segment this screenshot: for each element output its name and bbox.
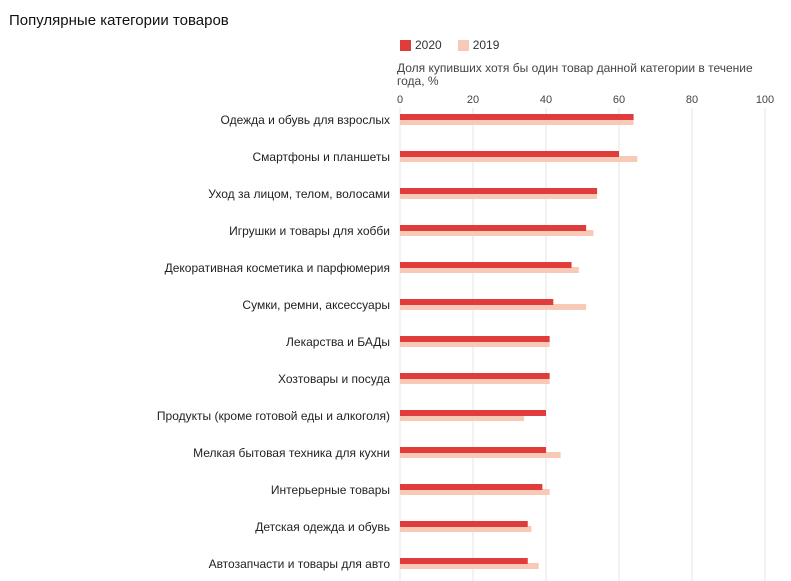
bar-2019: [400, 267, 579, 273]
category-label: Игрушки и товары для хобби: [229, 224, 390, 238]
bar-2019: [400, 563, 539, 569]
legend-item-2020: 2020: [400, 38, 442, 52]
category-label: Сумки, ремни, аксессуары: [242, 298, 390, 312]
category-label: Мелкая бытовая техника для кухни: [193, 446, 390, 460]
x-tick-label-100: 100: [756, 94, 774, 106]
bar-2019: [400, 193, 598, 199]
x-tick-label-80: 80: [686, 94, 698, 106]
bar-2020: [400, 225, 587, 231]
x-tick-label-20: 20: [467, 94, 479, 106]
category-label: Хозтовары и посуда: [278, 372, 390, 386]
axis-label: Доля купивших хотя бы один товар данной …: [397, 61, 753, 88]
bar-2019: [400, 415, 525, 421]
category-label: Интерьерные товары: [271, 483, 390, 497]
category-label: Смартфоны и планшеты: [253, 150, 391, 164]
category-label: Уход за лицом, телом, волосами: [208, 187, 390, 201]
bar-2019: [400, 526, 532, 532]
bar-2020: [400, 114, 634, 120]
bar-2019: [400, 489, 550, 495]
x-tick-label-60: 60: [613, 94, 625, 106]
bar-2020: [400, 151, 619, 157]
bar-2019: [400, 341, 550, 347]
x-tick-label-0: 0: [397, 94, 403, 106]
bar-2019: [400, 156, 638, 162]
bar-2020: [400, 558, 528, 564]
legend-item-2019: 2019: [457, 38, 500, 52]
legend-swatch-2019: [457, 39, 469, 51]
legend-label-2020: 2020: [415, 38, 442, 52]
category-label: Декоративная косметика и парфюмерия: [165, 261, 390, 275]
bar-2019: [400, 378, 550, 384]
bar-2019: [400, 452, 561, 458]
bar-2020: [400, 521, 528, 527]
legend-swatch-2020: [400, 39, 411, 51]
bar-2019: [400, 230, 594, 236]
bar-2020: [400, 484, 543, 490]
bar-2020: [400, 336, 550, 342]
legend: 2020 2019: [400, 38, 515, 52]
chart-title: Популярные категории товаров: [9, 12, 229, 29]
category-label: Автозапчасти и товары для авто: [209, 557, 391, 571]
bar-2020: [400, 262, 572, 268]
bar-2020: [400, 373, 550, 379]
x-tick-label-40: 40: [540, 94, 552, 106]
category-label: Детская одежда и обувь: [255, 520, 390, 534]
bar-2020: [400, 299, 554, 305]
bar-2020: [400, 447, 546, 453]
legend-label-2019: 2019: [472, 38, 500, 52]
bar-2020: [400, 188, 598, 194]
bar-2019: [400, 119, 634, 125]
category-label: Продукты (кроме готовой еды и алкоголя): [157, 409, 390, 423]
bar-2019: [400, 304, 587, 310]
category-label: Лекарства и БАДы: [286, 335, 390, 349]
bar-2020: [400, 410, 546, 416]
category-label: Одежда и обувь для взрослых: [221, 113, 390, 127]
